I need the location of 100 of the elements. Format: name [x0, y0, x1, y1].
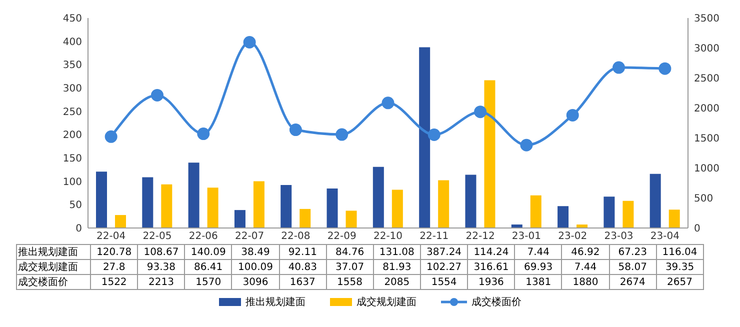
point [520, 138, 533, 152]
y2-tick-label: 3500 [694, 14, 720, 25]
bar [604, 196, 615, 228]
x-tick-label: 23-03 [604, 231, 634, 242]
data-label: 40.83 [279, 260, 326, 274]
bar [622, 200, 634, 228]
y-tick-label: 0 [76, 224, 82, 235]
bar [372, 166, 384, 228]
bar [253, 181, 264, 228]
bar [96, 172, 107, 228]
x-tick-label: 22-10 [373, 231, 403, 242]
point [289, 124, 302, 136]
y-tick-label: 250 [62, 106, 82, 118]
x-tick-label: 22-06 [188, 231, 218, 242]
legend-label: 推出规划建面 [246, 296, 306, 309]
data-label: 120.78 [90, 244, 138, 260]
data-label: 114.24 [468, 244, 515, 260]
y-tick-label: 200 [62, 130, 82, 142]
point [243, 36, 256, 48]
data-label: 1522 [90, 274, 138, 290]
bar [650, 174, 661, 228]
text: 成交规划建面 [18, 262, 78, 273]
bar [280, 185, 292, 228]
x-tick-label: 23-04 [650, 231, 680, 242]
data-label: 1381 [514, 274, 562, 290]
y2-tick-label: 1500 [694, 134, 720, 145]
point [474, 106, 487, 118]
x-tick-label: 23-01 [512, 231, 541, 242]
data-label: 67.23 [609, 244, 656, 260]
data-label: 58.07 [609, 260, 656, 274]
point [150, 88, 164, 102]
y-tick-label: 300 [62, 84, 82, 95]
x-tick-label: 22-11 [420, 231, 449, 242]
data-label: 81.93 [373, 260, 420, 274]
bar [419, 47, 430, 228]
data-label: 86.41 [184, 260, 232, 274]
y-tick-label: 100 [62, 176, 82, 188]
bar [161, 184, 172, 228]
data-label: 102.27 [420, 260, 468, 274]
bar [300, 208, 311, 228]
y2-tick-label: 500 [694, 194, 714, 205]
x-tick-label: 22-12 [466, 231, 495, 242]
point [382, 96, 394, 110]
bar [188, 162, 200, 228]
data-label: 100.09 [232, 260, 280, 274]
data-label: 27.8 [90, 260, 138, 274]
data-label: 316.61 [468, 260, 515, 274]
y2-tick-label: 0 [694, 224, 700, 235]
y2-tick-label: 2000 [694, 104, 720, 115]
x-tick-label: 22-04 [96, 231, 126, 242]
point [566, 108, 579, 122]
data-label: 1570 [184, 274, 232, 290]
data-label: 92.11 [279, 244, 326, 260]
point [104, 130, 118, 143]
data-label: 46.92 [562, 244, 610, 260]
data-label: 39.35 [656, 260, 704, 274]
data-label: 1637 [279, 274, 326, 290]
point [336, 128, 348, 141]
data-label: 7.44 [514, 244, 562, 260]
bar [392, 190, 403, 228]
x-tick-label: 22-07 [235, 231, 264, 242]
bar [438, 180, 450, 228]
data-label: 387.24 [420, 244, 468, 260]
bar [558, 206, 569, 228]
bar [346, 210, 357, 228]
data-label: 1936 [468, 274, 515, 290]
legend-label: 成交规划建面 [356, 296, 416, 309]
data-label: 1880 [562, 274, 610, 290]
y-tick-label: 400 [62, 36, 82, 48]
y-tick-label: 150 [62, 154, 82, 165]
data-label: 7.44 [562, 260, 610, 274]
data-label: 3096 [232, 274, 280, 290]
bar [142, 177, 154, 228]
bar [234, 210, 246, 228]
y2-tick-label: 1000 [694, 164, 720, 175]
x-tick-label: 22-08 [281, 231, 310, 242]
y-tick-label: 350 [62, 60, 82, 72]
data-label: 2213 [138, 274, 185, 290]
data-label: 37.07 [326, 260, 374, 274]
data-label: 1554 [420, 274, 468, 290]
data-label: 140.09 [184, 244, 232, 260]
x-tick-label: 22-05 [142, 231, 172, 242]
y2-tick-label: 2500 [694, 74, 720, 85]
data-label: 69.93 [514, 260, 562, 274]
bar [207, 188, 218, 228]
data-label: 131.08 [373, 244, 420, 260]
data-label: 1558 [326, 274, 374, 290]
text: 成交楼面价 [18, 277, 68, 288]
data-label: 84.76 [326, 244, 374, 260]
point [428, 128, 440, 142]
y-tick-label: 50 [69, 200, 82, 212]
x-tick-label: 23-02 [558, 231, 588, 242]
bar [530, 195, 542, 228]
bar [484, 80, 496, 228]
legend-label: 成交楼面价 [472, 296, 522, 309]
data-label: 116.04 [656, 244, 704, 260]
bar [115, 215, 126, 228]
point [612, 61, 626, 74]
point [658, 62, 672, 75]
data-label: 2657 [656, 274, 704, 290]
